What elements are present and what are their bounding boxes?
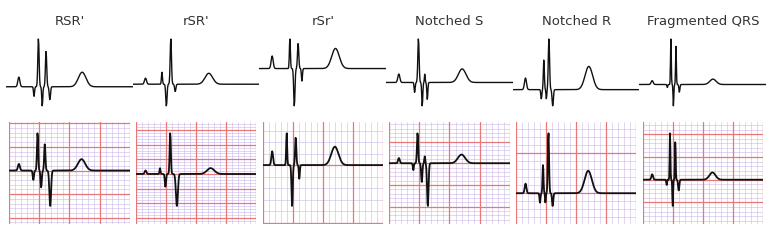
Text: Notched S: Notched S (415, 15, 484, 27)
Text: rSR': rSR' (182, 15, 209, 27)
Text: rSr': rSr' (311, 15, 334, 27)
Text: Fragmented QRS: Fragmented QRS (647, 15, 759, 27)
Text: RSR': RSR' (55, 15, 85, 27)
Text: Notched R: Notched R (541, 15, 611, 27)
